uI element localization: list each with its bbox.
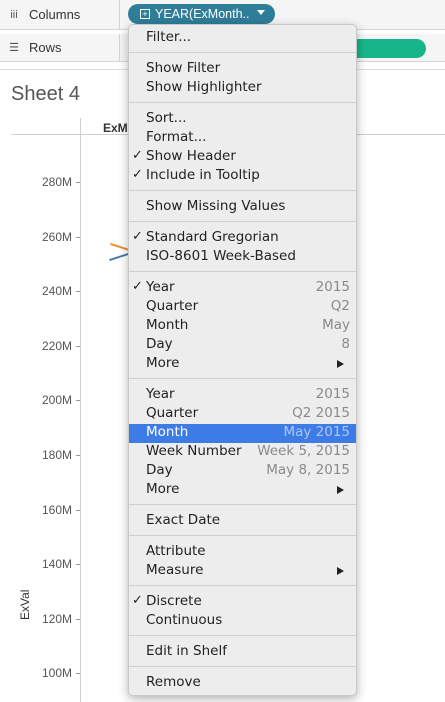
y-tick-mark [76,291,80,292]
checkmark-icon: ✓ [132,148,143,163]
checkmark-icon: ✓ [132,167,143,182]
y-tick-label: 100M [20,666,72,680]
y-tick-mark [76,400,80,401]
y-tick-mark [76,564,80,565]
y-tick-label: 140M [20,557,72,571]
y-tick-label: 220M [20,339,72,353]
menu-item-measure[interactable]: Measure [129,562,356,581]
menu-separator [129,504,356,505]
menu-item-discrete[interactable]: ✓ Discrete [129,593,356,612]
y-tick-mark [76,455,80,456]
menu-separator [129,52,356,53]
y-tick-mark [76,237,80,238]
menu-item-edit-in-shelf[interactable]: Edit in Shelf [129,643,356,662]
y-tick-mark [76,673,80,674]
menu-separator [129,635,356,636]
y-tick-label: 200M [20,393,72,407]
menu-item-show-header[interactable]: ✓ Show Header [129,148,356,167]
menu-item-continuous[interactable]: Continuous [129,612,356,631]
menu-item-exact-date[interactable]: Exact Date [129,512,356,531]
submenu-arrow-icon [337,486,344,494]
columns-label: Columns [29,7,80,22]
rows-icon: ☰ [7,41,21,54]
series-line-blue[interactable] [109,253,129,261]
columns-shelf-label: iii Columns [0,0,120,29]
menu-item-show-filter[interactable]: Show Filter [129,60,356,79]
menu-separator [129,666,356,667]
menu-item-filter[interactable]: Filter... [129,29,356,48]
pill-context-menu: Filter... Show Filter Show Highlighter S… [128,24,357,696]
menu-item-discrete-year[interactable]: ✓ Year 2015 [129,279,356,298]
y-tick-mark [76,182,80,183]
y-tick-mark [76,510,80,511]
menu-item-discrete-more[interactable]: More [129,355,356,374]
menu-item-include-in-tooltip[interactable]: ✓ Include in Tooltip [129,167,356,186]
menu-separator [129,378,356,379]
y-tick-label: 260M [20,230,72,244]
y-tick-label: 280M [20,175,72,189]
y-tick-label: 240M [20,284,72,298]
menu-item-iso-week[interactable]: ISO-8601 Week-Based [129,248,356,267]
menu-item-continuous-day[interactable]: Day May 8, 2015 [129,462,356,481]
menu-item-format[interactable]: Format... [129,129,356,148]
checkmark-icon: ✓ [132,279,143,294]
menu-separator [129,190,356,191]
year-pill-label: YEAR(ExMonth.. [155,7,249,21]
menu-item-continuous-more[interactable]: More [129,481,356,500]
submenu-arrow-icon [337,567,344,575]
y-tick-mark [76,346,80,347]
menu-item-sort[interactable]: Sort... [129,110,356,129]
menu-item-show-missing-values[interactable]: Show Missing Values [129,198,356,217]
rows-shelf-label: ☰ Rows [0,34,120,61]
menu-item-continuous-quarter[interactable]: Quarter Q2 2015 [129,405,356,424]
columns-icon: iii [7,9,21,21]
y-tick-label: 120M [20,612,72,626]
menu-item-show-highlighter[interactable]: Show Highlighter [129,79,356,98]
menu-item-discrete-quarter[interactable]: Quarter Q2 [129,298,356,317]
submenu-arrow-icon [337,360,344,368]
menu-item-week-number[interactable]: Week Number Week 5, 2015 [129,443,356,462]
year-pill[interactable]: + YEAR(ExMonth.. [128,4,275,24]
menu-item-attribute[interactable]: Attribute [129,543,356,562]
checkmark-icon: ✓ [132,593,143,608]
pill-dropdown-icon[interactable] [257,10,265,15]
menu-item-standard-gregorian[interactable]: ✓ Standard Gregorian [129,229,356,248]
sheet-title: Sheet 4 [11,83,80,106]
menu-separator [129,535,356,536]
series-line-orange[interactable] [110,243,130,251]
expand-plus-icon[interactable]: + [140,9,150,19]
menu-separator [129,585,356,586]
y-tick-label: 160M [20,503,72,517]
menu-item-remove[interactable]: Remove [129,674,356,693]
rows-label: Rows [29,40,62,55]
menu-separator [129,102,356,103]
menu-item-discrete-day[interactable]: Day 8 [129,336,356,355]
menu-separator [129,221,356,222]
menu-item-continuous-year[interactable]: Year 2015 [129,386,356,405]
menu-item-continuous-month[interactable]: Month May 2015 [129,424,356,443]
y-tick-label: 180M [20,448,72,462]
y-axis-line [80,118,81,702]
checkmark-icon: ✓ [132,229,143,244]
y-tick-mark [76,619,80,620]
menu-item-discrete-month[interactable]: Month May [129,317,356,336]
menu-separator [129,271,356,272]
